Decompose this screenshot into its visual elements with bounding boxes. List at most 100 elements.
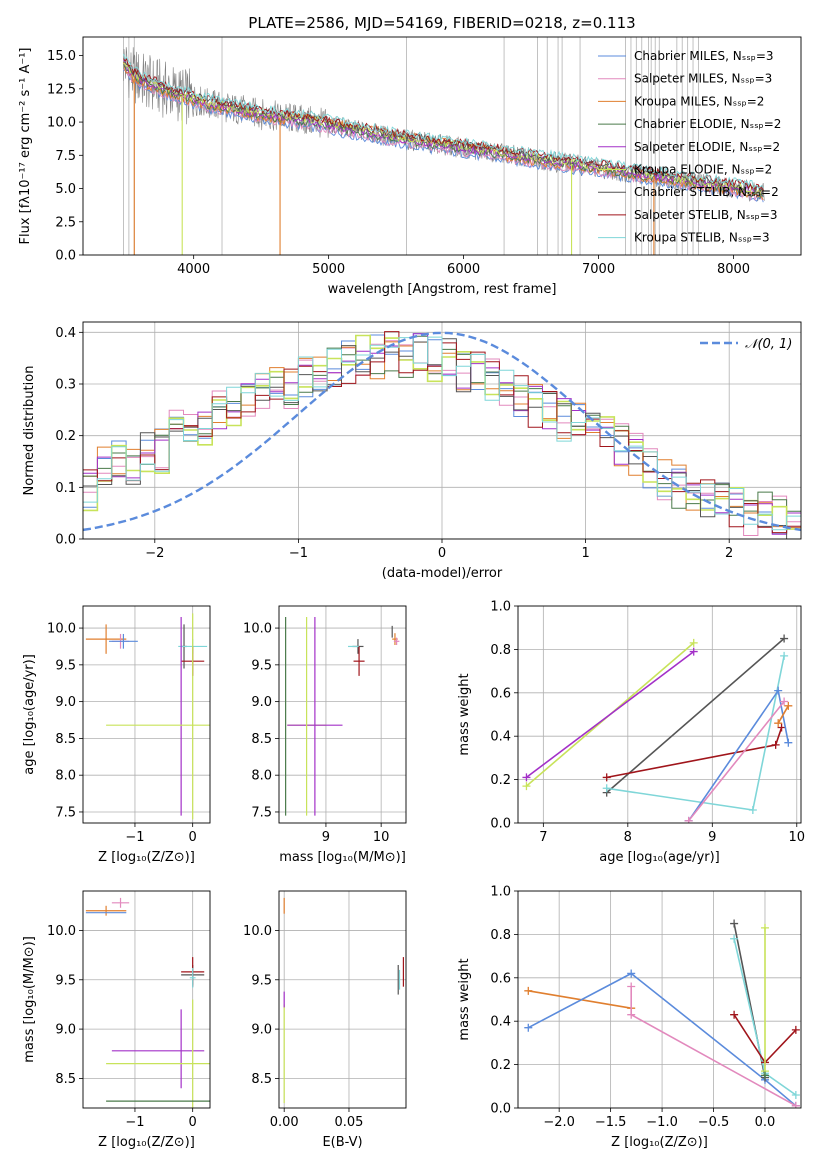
series-marker: [689, 647, 698, 656]
model-chabrier_stelib: [123, 61, 764, 195]
y-tick-label: 0.0: [55, 249, 76, 264]
series-line: [687, 701, 785, 822]
errorbar-point: [108, 633, 138, 649]
x-axis-label: Z [log₁₀(Z/Z⊙)]: [98, 1135, 195, 1150]
x-tick-label: −1.5: [595, 1115, 627, 1130]
series-marker: [771, 740, 780, 749]
y-tick-label: 10.0: [47, 116, 76, 131]
y-tick-label: 0.2: [490, 1058, 511, 1073]
x-tick-label: −1: [125, 830, 144, 845]
y-axis-label: age [log₁₀(age/yr)]: [22, 654, 37, 775]
y-tick-label: 9.5: [55, 658, 76, 673]
chart-age_vs_Z: −1 0 7.5 8.0 8.5 9.0 9.5 10.0 Z [log₁₀(Z/Z⊙)] age…: [22, 605, 211, 865]
axes-frame: [82, 321, 802, 540]
y-tick-label: 7.5: [55, 805, 76, 820]
x-axis-label: E(B-V): [322, 1135, 362, 1150]
x-tick-label: 7: [539, 830, 547, 845]
y-tick-label: 0.3: [55, 378, 76, 393]
y-tick-label: 9.5: [251, 658, 272, 673]
y-tick-label: 10.0: [243, 924, 272, 939]
y-tick-label: 9.0: [55, 695, 76, 710]
chart-age_vs_mass: 9 10 7.5 8.0 8.5 9.0 9.5 10.0 mass [log₁₀(M/M⊙)]: [243, 605, 407, 865]
x-tick-label: −0.5: [698, 1115, 730, 1130]
series-marker: [627, 969, 636, 978]
chart-weight_vs_age: 7 8 9 10 0.0 0.2 0.4 0.6 0.8 1.0 age [log₁₀(age/yr…: [457, 600, 805, 866]
x-tick-label: 0.00: [270, 1115, 299, 1130]
series-salpeter_elodie: [522, 647, 698, 782]
x-axis-label: Z [log₁₀(Z/Z⊙)]: [611, 1135, 708, 1150]
series-marker: [689, 638, 698, 647]
series-marker: [602, 773, 611, 782]
x-tick-label: −1: [289, 546, 308, 561]
y-tick-label: 7.5: [55, 149, 76, 164]
x-tick-label: −1: [125, 1115, 144, 1130]
x-axis-label: (data-model)/error: [382, 566, 503, 581]
series-marker: [760, 1071, 769, 1080]
x-tick-label: 0.0: [755, 1115, 776, 1130]
y-tick-label: 10.0: [243, 622, 272, 637]
series-marker: [780, 697, 789, 706]
x-tick-label: 0: [438, 546, 446, 561]
x-tick-label: 5000: [312, 262, 345, 277]
y-tick-label: 15.0: [47, 49, 76, 64]
y-axis-label: mass weight: [457, 958, 472, 1040]
gaussian-curve: [83, 331, 801, 532]
x-tick-label: 0: [189, 830, 197, 845]
y-tick-label: 9.0: [251, 1023, 272, 1038]
series-line: [527, 972, 797, 1107]
series-marker: [791, 1090, 800, 1099]
errorbar-point: [111, 897, 130, 908]
series-marker: [627, 982, 636, 991]
chart-spectrum: 4000 5000 6000 7000 8000 0.0 2.5 5.0 7.5 10.0 12.5…: [18, 14, 802, 297]
x-tick-label: 0: [189, 1115, 197, 1130]
series-marker: [522, 773, 531, 782]
series-marker: [791, 1025, 800, 1034]
series-line: [525, 650, 695, 779]
y-tick-label: 8.5: [55, 1072, 76, 1087]
series-chabrier_elodie: [760, 1071, 769, 1080]
y-axis-label: Flux [fλ10⁻¹⁷ erg cm⁻² s⁻¹ A⁻¹]: [18, 48, 33, 245]
y-tick-label: 9.5: [251, 973, 272, 988]
legend-entry: Salpeter MILES, Nₛₛₚ=3: [634, 72, 772, 86]
errorbar-point: [353, 646, 365, 676]
plot-area: [83, 891, 210, 1108]
series-kroupa_stelib: [602, 651, 789, 814]
series-salpeter_miles: [627, 982, 800, 1108]
x-tick-label: 9: [708, 830, 716, 845]
axes-frame: [517, 605, 802, 824]
plot-area: [83, 606, 210, 823]
x-tick-label: −1.0: [646, 1115, 678, 1130]
legend-entry: Chabrier MILES, Nₛₛₚ=3: [634, 49, 774, 63]
x-tick-label: 10: [373, 830, 390, 845]
legend: Chabrier MILES, Nₛₛₚ=3 Salpeter MILES, Nₛ…: [598, 49, 781, 245]
x-tick-label: 8: [624, 830, 632, 845]
y-tick-label: 0.1: [55, 481, 76, 496]
series-marker: [602, 784, 611, 793]
x-tick-label: 0.05: [335, 1115, 364, 1130]
x-axis-label: mass [log₁₀(M/M⊙)]: [279, 850, 406, 865]
series-marker: [524, 1023, 533, 1032]
series-marker: [748, 805, 757, 814]
y-tick-label: 0.4: [55, 326, 76, 341]
series-marker: [760, 923, 769, 932]
series-marker: [684, 816, 693, 823]
legend-entry: Chabrier STELIB, Nₛₛₚ=2: [634, 185, 779, 199]
errorbar-point: [85, 624, 127, 654]
legend-entry: Salpeter ELODIE, Nₛₛₚ=2: [634, 140, 780, 154]
series-marker: [627, 1010, 636, 1019]
y-tick-label: 2.5: [55, 215, 76, 230]
model-kroupa_stelib: [123, 53, 764, 189]
axes-frame: [82, 605, 211, 824]
legend-entry: Kroupa ELODIE, Nₛₛₚ=2: [634, 163, 772, 177]
series-marker: [780, 651, 789, 660]
y-tick-label: 10.0: [47, 924, 76, 939]
x-tick-label: 6000: [447, 262, 480, 277]
series-salpeter_miles: [684, 697, 789, 823]
plot-area: [518, 891, 801, 1108]
axes-frame: [278, 890, 407, 1109]
legend-entry: Salpeter STELIB, Nₛₛₚ=3: [634, 208, 778, 222]
errorbar-point: [85, 905, 127, 916]
y-tick-label: 0.4: [490, 1015, 511, 1030]
y-axis-label: mass [log₁₀(M/M⊙)]: [22, 936, 37, 1063]
